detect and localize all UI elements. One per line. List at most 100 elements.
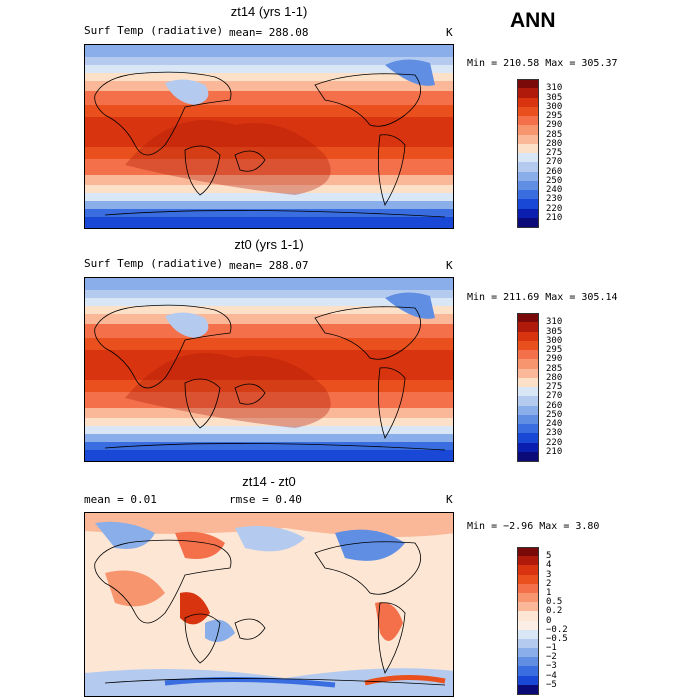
colorbar-label: 0.5 [546,597,563,608]
colorbar-label: 290 [546,120,563,131]
panel2-map-svg [85,278,453,461]
panel1-map [84,44,454,229]
colorbar-label: 5 [546,551,552,562]
panel3-rmse: rmse = 0.40 [229,493,302,506]
colorbar-label: 240 [546,185,563,195]
colorbar-swatch [517,629,539,640]
colorbar-swatch [517,387,539,397]
colorbar-label: 210 [546,212,563,223]
colorbar-label: −2 [546,652,557,663]
colorbar-label: 260 [546,166,563,177]
colorbar-swatch [517,620,539,631]
colorbar-label: 220 [546,203,563,214]
colorbar-swatch [517,442,539,453]
colorbar-label: 4 [546,560,552,571]
colorbar-label: 305 [546,326,563,337]
colorbar-swatch [517,217,539,228]
colorbar-swatch [517,153,539,163]
colorbar-label: 300 [546,101,563,112]
panel1-map-svg [85,45,453,228]
panel2-units: K [446,259,453,272]
colorbar-swatch [517,134,539,145]
colorbar-swatch [517,648,539,659]
panel1-title: zt14 (yrs 1-1) [230,4,308,19]
colorbar-swatch [517,368,539,379]
colorbar-label: 285 [546,129,563,140]
panel1-variable: Surf Temp (radiative) [84,24,224,37]
panel3-minmax: Min = −2.96 Max = 3.80 [467,521,600,532]
colorbar-swatch [517,106,539,117]
colorbar-label: 280 [546,372,563,383]
colorbar-label: 3 [546,569,552,580]
colorbar-label: 270 [546,157,563,168]
colorbar-label: 305 [546,92,563,103]
colorbar-label: 275 [546,382,563,392]
colorbar-swatch [517,611,539,622]
colorbar-swatch [517,574,539,585]
colorbar-swatch [517,556,539,567]
colorbar-swatch [517,331,539,342]
panel2-title: zt0 (yrs 1-1) [234,237,304,252]
panel1-units: K [446,26,453,39]
colorbar-swatch [517,350,539,360]
colorbar-swatch [517,433,539,444]
colorbar-label: 250 [546,409,563,420]
colorbar-swatch [517,125,539,136]
colorbar-swatch [517,171,539,182]
colorbar-swatch [517,565,539,576]
panel3-units: K [446,493,453,506]
colorbar-label: 250 [546,175,563,186]
colorbar-swatch [517,377,539,388]
colorbar-label: 230 [546,194,563,205]
panel3-mean: mean = 0.01 [84,493,157,506]
colorbar-swatch [517,162,539,173]
colorbar-swatch [517,88,539,99]
colorbar-label: 260 [546,400,563,411]
colorbar-swatch [517,359,539,370]
colorbar-swatch [517,657,539,668]
colorbar-label: 285 [546,363,563,374]
colorbar-swatch [517,340,539,351]
colorbar-swatch [517,199,539,210]
colorbar-swatch [517,666,539,677]
colorbar-swatch [517,424,539,434]
colorbar-label: −0.5 [546,633,568,644]
colorbar-swatch [517,547,539,557]
colorbar-label: 240 [546,419,563,429]
colorbar-label: −5 [546,679,557,690]
colorbar-label: −0.2 [546,624,568,635]
colorbar-label: 210 [546,446,563,457]
colorbar-swatch [517,405,539,416]
colorbar-label: 310 [546,317,563,328]
colorbar-label: 300 [546,335,563,346]
panel2-minmax: Min = 211.69 Max = 305.14 [467,292,618,303]
colorbar-label: −3 [546,661,557,672]
colorbar-swatch [517,79,539,89]
colorbar-swatch [517,592,539,603]
colorbar-label: 310 [546,83,563,94]
colorbar-label: 1 [546,587,552,598]
panel1-mean: mean= 288.08 [229,26,309,39]
colorbar-swatch [517,180,539,191]
colorbar-swatch [517,414,539,425]
colorbar-label: 280 [546,138,563,149]
colorbar-swatch [517,583,539,594]
colorbar-label: 220 [546,437,563,448]
panel2-mean: mean= 288.07 [229,259,309,272]
panel3-title: zt14 - zt0 [242,474,296,489]
colorbar-swatch [517,322,539,333]
colorbar-swatch [517,116,539,126]
colorbar-label: 290 [546,354,563,365]
colorbar-label: 2 [546,578,552,589]
colorbar-swatch [517,190,539,200]
colorbar-label: 295 [546,345,563,355]
colorbar-swatch [517,451,539,462]
colorbar-label: 230 [546,428,563,439]
colorbar-swatch [517,675,539,686]
colorbar-label: 0 [546,615,552,626]
panel1-minmax: Min = 210.58 Max = 305.37 [467,58,618,69]
colorbar-label: 295 [546,111,563,121]
panel2-variable: Surf Temp (radiative) [84,257,224,270]
colorbar-swatch [517,97,539,108]
panel3-map-svg [85,513,453,696]
